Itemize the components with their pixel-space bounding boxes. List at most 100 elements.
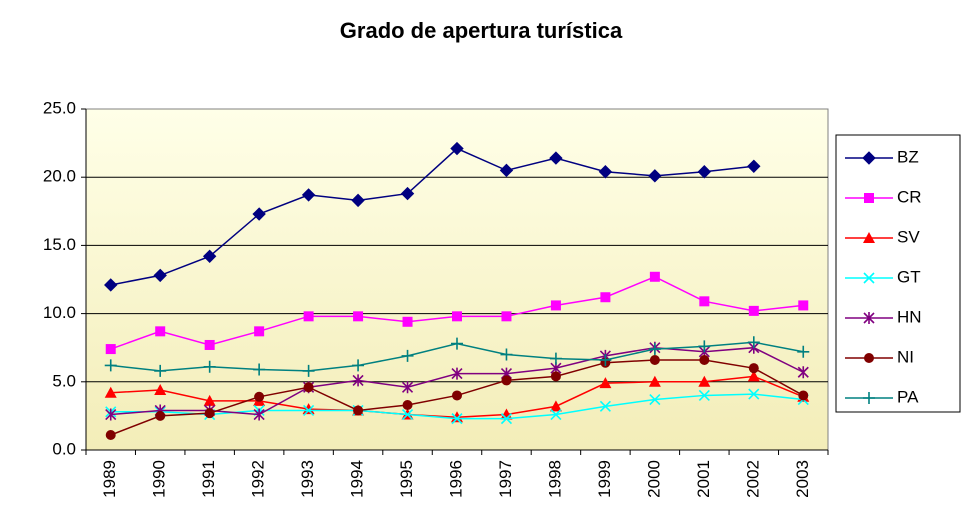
marker — [549, 151, 563, 165]
marker — [254, 326, 265, 337]
marker — [550, 408, 562, 421]
legend-label: BZ — [897, 147, 919, 166]
marker — [253, 408, 265, 421]
y-tick-label: 10.0 — [43, 303, 76, 322]
marker — [352, 359, 365, 372]
marker — [501, 311, 512, 322]
marker — [698, 340, 711, 353]
marker — [797, 345, 810, 358]
marker — [451, 413, 463, 425]
x-tick-label: 1997 — [496, 460, 515, 498]
marker — [698, 375, 711, 387]
marker — [353, 311, 364, 322]
marker — [302, 364, 315, 377]
x-tick-label: 1999 — [595, 460, 614, 498]
marker — [154, 364, 167, 377]
marker — [549, 352, 562, 365]
marker — [203, 394, 216, 406]
x-tick-label: 1994 — [348, 460, 367, 498]
y-tick-label: 25.0 — [43, 98, 76, 117]
marker — [104, 278, 118, 292]
marker — [302, 403, 315, 415]
x-tick-label: 1990 — [150, 460, 169, 498]
x-tick-label: 2000 — [644, 460, 663, 498]
x-tick-label: 1992 — [249, 460, 268, 498]
marker — [154, 383, 167, 395]
marker — [649, 354, 660, 365]
x-tick-label: 2003 — [793, 460, 812, 498]
marker — [203, 360, 216, 373]
legend-label: NI — [897, 347, 914, 366]
marker — [401, 381, 414, 394]
marker — [204, 339, 215, 350]
marker — [104, 359, 117, 372]
x-tick-label: 2001 — [694, 460, 713, 498]
marker — [697, 165, 712, 179]
legend-marker — [863, 312, 875, 324]
marker — [400, 186, 415, 201]
marker — [600, 292, 611, 303]
x-tick-label: 1998 — [545, 460, 564, 498]
marker — [352, 374, 364, 387]
marker — [747, 159, 761, 173]
marker — [452, 390, 462, 401]
legend-marker — [863, 232, 875, 243]
marker — [155, 410, 166, 421]
legend-label: GT — [897, 267, 921, 286]
marker — [253, 363, 266, 376]
marker — [648, 343, 661, 356]
marker — [153, 268, 167, 283]
marker — [104, 386, 117, 398]
marker — [748, 363, 759, 374]
marker — [204, 408, 215, 419]
y-tick-label: 15.0 — [43, 235, 76, 254]
legend-marker — [863, 392, 875, 404]
marker — [500, 413, 513, 425]
marker — [550, 371, 561, 382]
marker — [252, 207, 266, 221]
marker — [303, 382, 314, 393]
marker — [797, 366, 809, 379]
legend — [835, 134, 961, 413]
marker — [599, 400, 611, 412]
series-line — [110, 147, 754, 286]
x-tick-label: 2002 — [743, 460, 762, 498]
marker — [599, 353, 612, 366]
marker — [401, 349, 414, 362]
marker — [748, 388, 760, 400]
marker — [699, 296, 710, 307]
marker — [401, 408, 414, 421]
marker — [501, 375, 512, 386]
marker — [549, 400, 562, 412]
marker — [303, 404, 315, 417]
marker — [698, 389, 710, 402]
marker — [747, 336, 760, 349]
x-tick-label: 1996 — [446, 460, 465, 498]
marker — [105, 408, 117, 421]
marker — [451, 411, 463, 423]
legend-label: CR — [897, 187, 922, 206]
marker — [452, 311, 462, 322]
legend-marker — [864, 353, 874, 363]
marker — [105, 429, 116, 440]
marker — [598, 165, 613, 179]
marker — [798, 300, 809, 311]
marker — [550, 300, 561, 311]
marker — [301, 188, 316, 202]
chart-title: Grado de apertura turística — [340, 18, 623, 43]
legend-label: SV — [897, 227, 920, 246]
legend-marker — [863, 272, 875, 284]
y-tick-label: 5.0 — [52, 371, 76, 390]
marker — [303, 311, 314, 322]
marker — [748, 305, 759, 316]
marker — [451, 337, 463, 350]
marker — [648, 169, 662, 183]
marker — [499, 163, 514, 178]
x-tick-label: 1989 — [100, 460, 119, 498]
marker — [351, 193, 365, 208]
x-tick-label: 1991 — [199, 460, 218, 498]
legend-marker — [864, 193, 874, 203]
marker — [105, 344, 116, 355]
marker — [699, 354, 710, 365]
